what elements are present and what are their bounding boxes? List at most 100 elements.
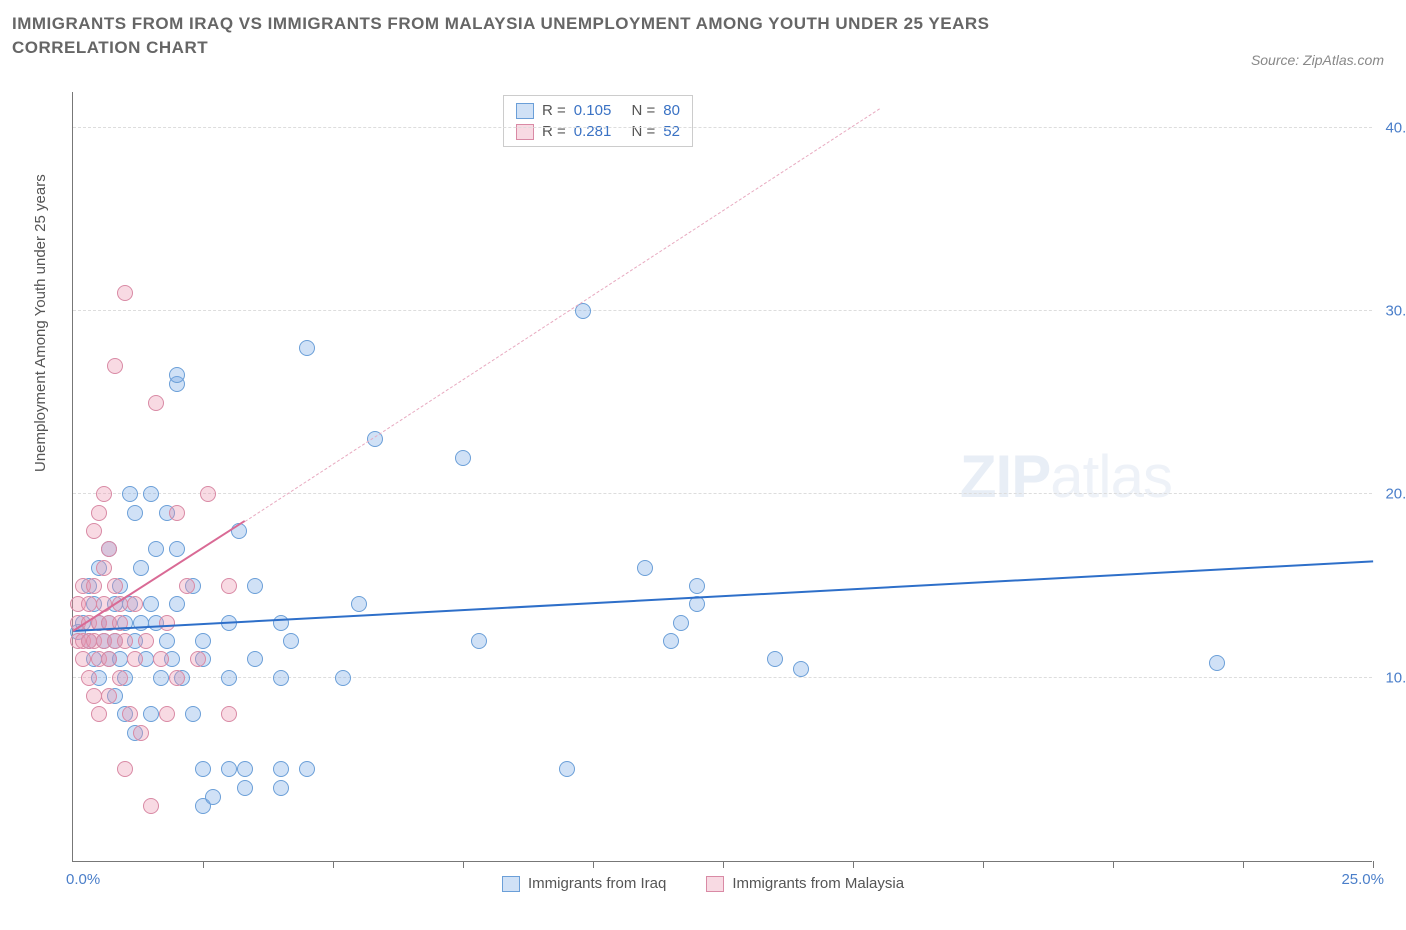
scatter-point-malaysia xyxy=(96,560,112,576)
y-tick-label: 20.0% xyxy=(1385,486,1406,503)
scatter-point-iraq xyxy=(663,633,679,649)
scatter-point-iraq xyxy=(299,761,315,777)
scatter-point-malaysia xyxy=(86,688,102,704)
y-tick-label: 30.0% xyxy=(1385,303,1406,320)
swatch-iraq xyxy=(502,876,520,892)
legend-label-malaysia: Immigrants from Malaysia xyxy=(732,875,904,892)
scatter-point-malaysia xyxy=(117,761,133,777)
scatter-point-iraq xyxy=(133,560,149,576)
scatter-point-malaysia xyxy=(81,596,97,612)
scatter-point-malaysia xyxy=(221,578,237,594)
x-tick xyxy=(333,861,334,868)
scatter-point-iraq xyxy=(793,661,809,677)
x-tick xyxy=(723,861,724,868)
scatter-point-iraq xyxy=(1209,655,1225,671)
plot-area: ZIPatlas R = 0.105 N = 80 R = 0.281 N = … xyxy=(72,92,1372,862)
scatter-point-iraq xyxy=(237,761,253,777)
scatter-point-malaysia xyxy=(169,505,185,521)
scatter-point-iraq xyxy=(273,615,289,631)
chart-title: IMMIGRANTS FROM IRAQ VS IMMIGRANTS FROM … xyxy=(12,12,1112,60)
scatter-point-malaysia xyxy=(122,706,138,722)
scatter-point-malaysia xyxy=(169,670,185,686)
scatter-point-malaysia xyxy=(138,633,154,649)
stats-row-malaysia: R = 0.281 N = 52 xyxy=(516,121,680,142)
watermark: ZIPatlas xyxy=(960,442,1172,511)
scatter-point-iraq xyxy=(221,761,237,777)
scatter-point-malaysia xyxy=(159,706,175,722)
scatter-point-iraq xyxy=(455,450,471,466)
scatter-point-malaysia xyxy=(133,725,149,741)
x-tick xyxy=(1113,861,1114,868)
x-tick xyxy=(1373,861,1374,868)
legend-label-iraq: Immigrants from Iraq xyxy=(528,875,666,892)
r-value-iraq: 0.105 xyxy=(574,102,612,119)
gridline xyxy=(73,127,1372,128)
trendline xyxy=(73,560,1373,632)
scatter-point-malaysia xyxy=(159,615,175,631)
n-value-malaysia: 52 xyxy=(663,123,680,140)
scatter-point-iraq xyxy=(143,706,159,722)
scatter-point-iraq xyxy=(273,780,289,796)
scatter-point-iraq xyxy=(185,706,201,722)
y-tick-label: 40.0% xyxy=(1385,119,1406,136)
scatter-point-malaysia xyxy=(101,688,117,704)
scatter-point-iraq xyxy=(148,541,164,557)
scatter-point-iraq xyxy=(673,615,689,631)
scatter-point-iraq xyxy=(471,633,487,649)
gridline xyxy=(73,677,1372,678)
source-attribution: Source: ZipAtlas.com xyxy=(1251,52,1384,68)
scatter-point-malaysia xyxy=(200,486,216,502)
scatter-point-iraq xyxy=(122,486,138,502)
scatter-point-iraq xyxy=(767,651,783,667)
x-tick xyxy=(853,861,854,868)
scatter-point-malaysia xyxy=(127,651,143,667)
gridline xyxy=(73,493,1372,494)
x-tick xyxy=(463,861,464,868)
scatter-point-iraq xyxy=(335,670,351,686)
scatter-point-malaysia xyxy=(86,523,102,539)
scatter-point-malaysia xyxy=(143,798,159,814)
scatter-point-iraq xyxy=(559,761,575,777)
scatter-point-iraq xyxy=(221,670,237,686)
scatter-point-iraq xyxy=(637,560,653,576)
stats-legend: R = 0.105 N = 80 R = 0.281 N = 52 xyxy=(503,95,693,147)
x-axis-max-label: 25.0% xyxy=(1341,871,1384,888)
gridline xyxy=(73,310,1372,311)
scatter-point-malaysia xyxy=(127,596,143,612)
scatter-point-iraq xyxy=(169,596,185,612)
scatter-point-iraq xyxy=(299,340,315,356)
scatter-point-iraq xyxy=(143,486,159,502)
scatter-point-iraq xyxy=(273,761,289,777)
scatter-point-iraq xyxy=(159,633,175,649)
r-value-malaysia: 0.281 xyxy=(574,123,612,140)
swatch-iraq xyxy=(516,103,534,119)
scatter-point-iraq xyxy=(195,633,211,649)
scatter-point-iraq xyxy=(169,367,185,383)
r-label: R = xyxy=(542,123,566,140)
scatter-point-malaysia xyxy=(153,651,169,667)
y-axis-label: Unemployment Among Youth under 25 years xyxy=(32,174,49,472)
scatter-point-malaysia xyxy=(86,578,102,594)
n-label: N = xyxy=(631,102,655,119)
trendline xyxy=(244,108,879,521)
legend-item-malaysia: Immigrants from Malaysia xyxy=(706,875,904,892)
scatter-point-malaysia xyxy=(179,578,195,594)
x-axis-min-label: 0.0% xyxy=(66,871,100,888)
scatter-point-iraq xyxy=(153,670,169,686)
chart-container: IMMIGRANTS FROM IRAQ VS IMMIGRANTS FROM … xyxy=(12,12,1394,918)
scatter-point-malaysia xyxy=(81,670,97,686)
watermark-thin: atlas xyxy=(1050,443,1172,510)
scatter-point-malaysia xyxy=(117,285,133,301)
scatter-point-iraq xyxy=(351,596,367,612)
x-tick xyxy=(593,861,594,868)
scatter-point-iraq xyxy=(127,505,143,521)
scatter-point-malaysia xyxy=(112,670,128,686)
scatter-point-iraq xyxy=(195,761,211,777)
x-tick xyxy=(1243,861,1244,868)
scatter-point-iraq xyxy=(205,789,221,805)
scatter-point-iraq xyxy=(247,578,263,594)
y-tick-label: 10.0% xyxy=(1385,669,1406,686)
n-label: N = xyxy=(631,123,655,140)
swatch-malaysia xyxy=(706,876,724,892)
bottom-legend: Immigrants from Iraq Immigrants from Mal… xyxy=(502,875,904,892)
